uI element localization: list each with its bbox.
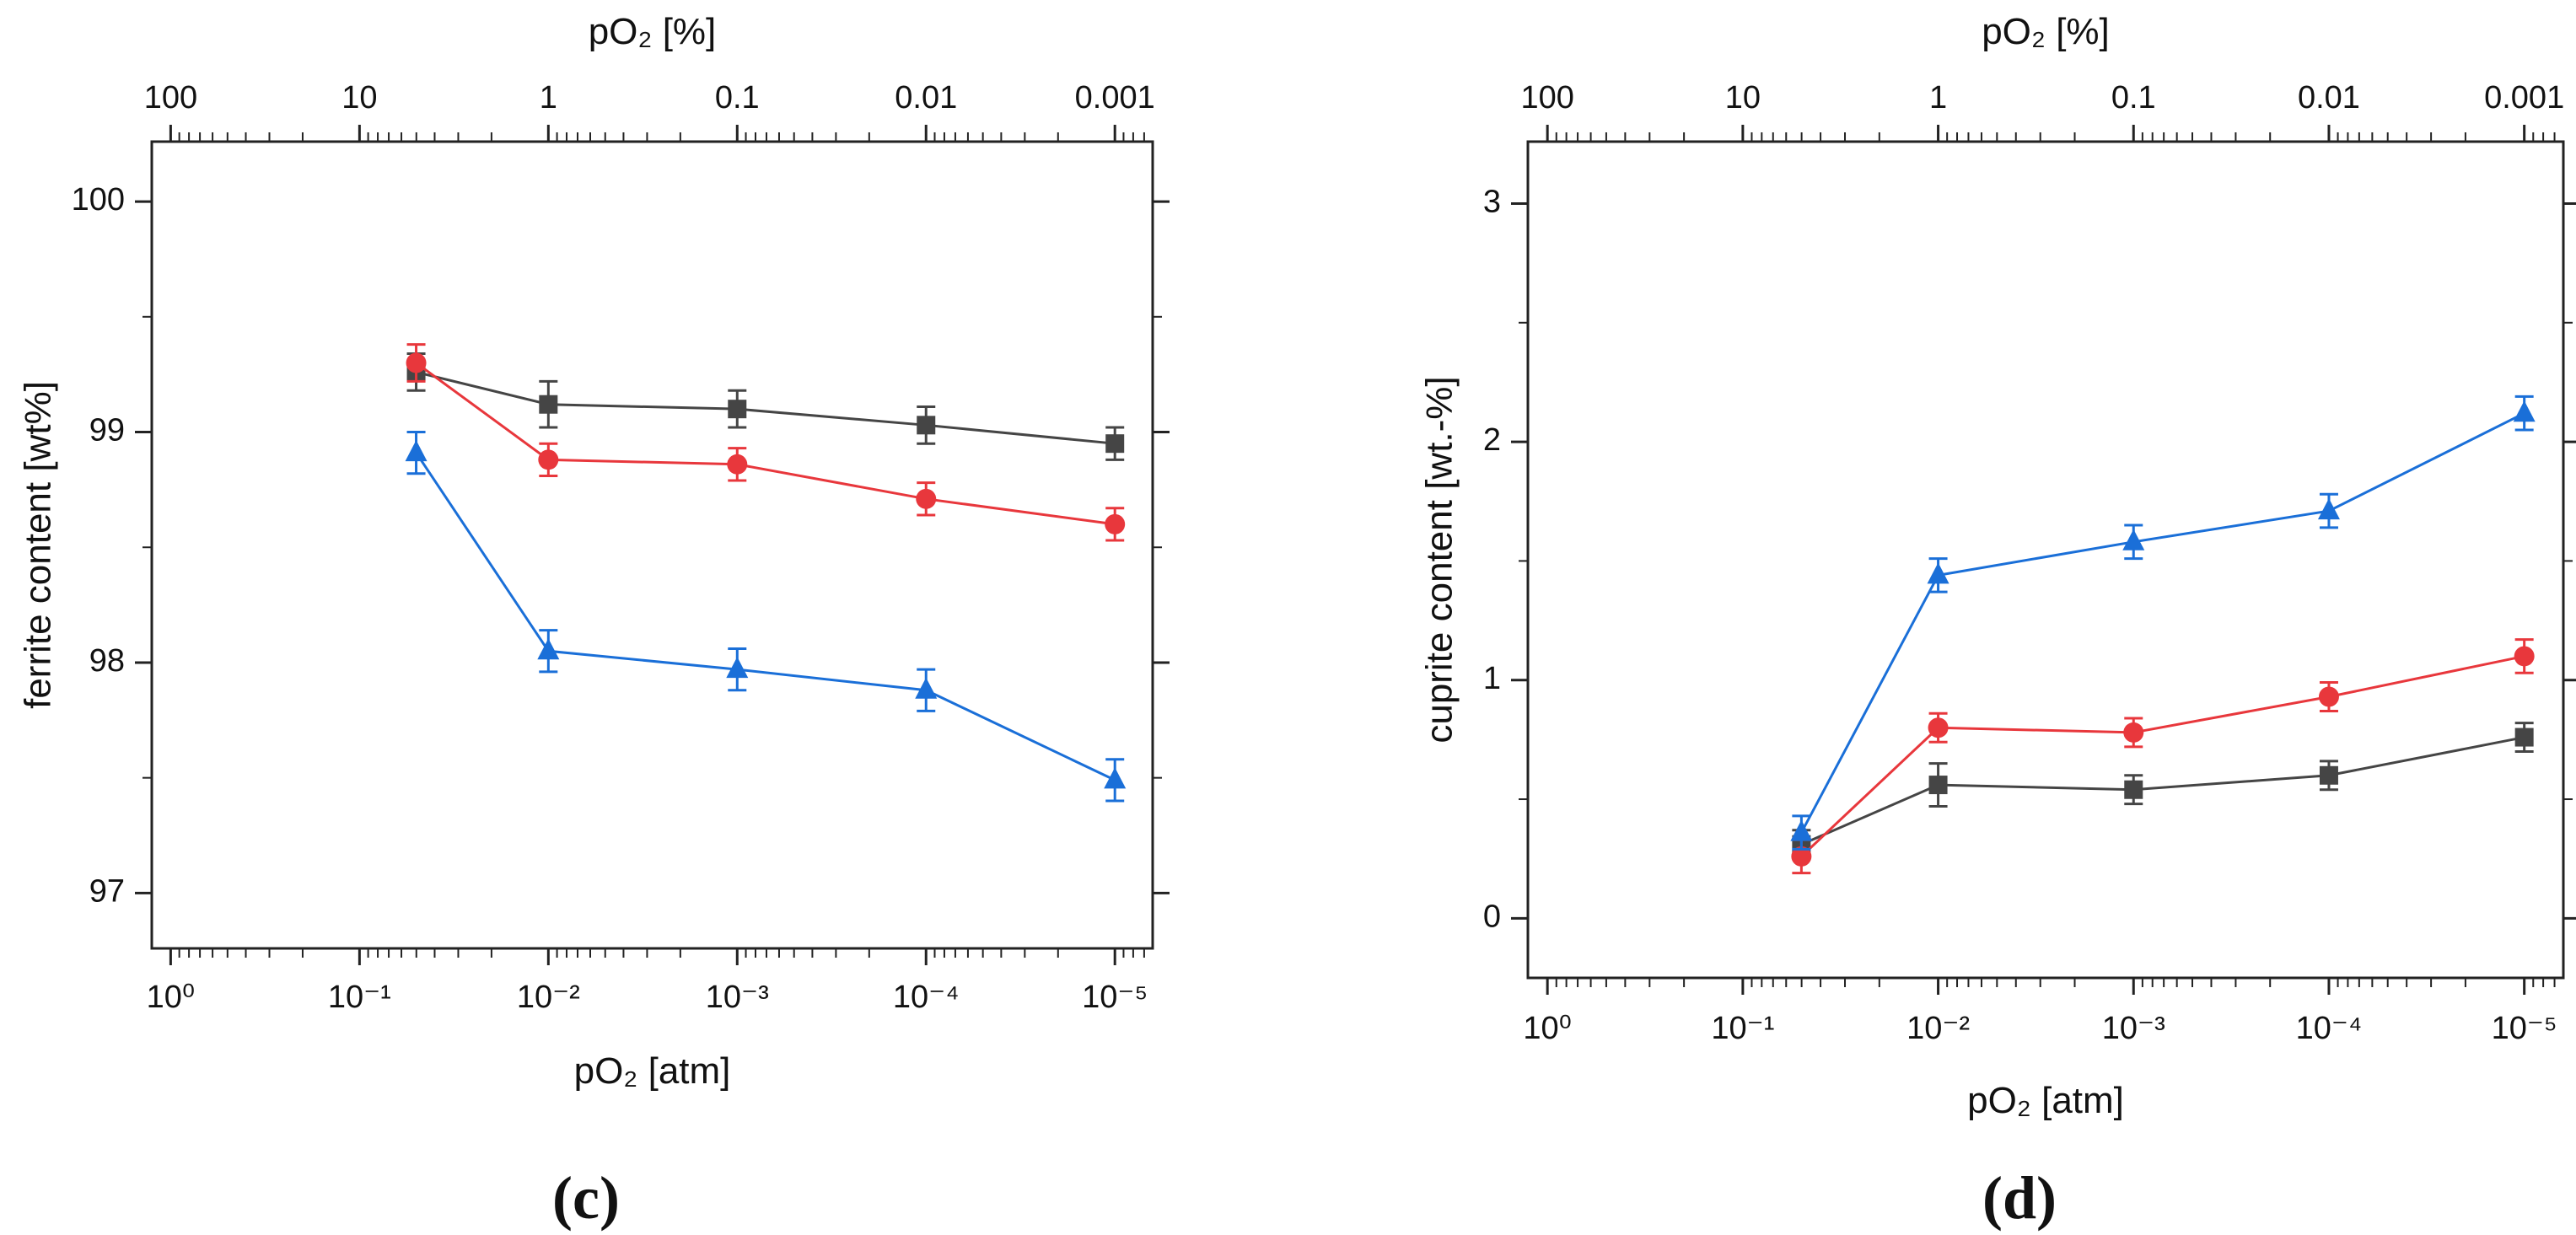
series-line <box>415 362 1116 526</box>
data-point-square <box>1928 776 1948 795</box>
top-axis-title: pO₂ [%] <box>589 11 717 52</box>
y-axis-title: ferrite content [wt%] <box>18 381 59 709</box>
data-point-circle <box>406 352 427 373</box>
x-tick-label: 10⁻³ <box>706 980 769 1015</box>
panel-label: (d) <box>1982 1164 2057 1232</box>
x-tick-label: 10⁻⁴ <box>893 980 960 1015</box>
data-point-triangle <box>915 677 938 699</box>
y-axis-title: cuprite content [wt.-%] <box>1419 376 1460 743</box>
data-point-square <box>2514 728 2534 747</box>
data-point-circle <box>1105 513 1126 534</box>
data-point-circle <box>916 488 937 509</box>
series-red-circle <box>406 343 1126 542</box>
data-point-triangle <box>537 638 560 660</box>
y-tick-label: 1 <box>1483 661 1501 696</box>
top-tick-label: 0.01 <box>895 80 957 115</box>
x-tick-label: 10⁻⁵ <box>1082 980 1148 1015</box>
data-point-square <box>728 400 747 419</box>
series-blue-triangle <box>1790 395 2536 851</box>
panel-label: (c) <box>552 1164 620 1232</box>
data-point-triangle <box>405 440 428 462</box>
data-point-circle <box>1791 846 1812 867</box>
top-tick-label: 100 <box>144 80 197 115</box>
data-point-triangle <box>2317 498 2340 520</box>
data-point-circle <box>2123 722 2144 743</box>
series-line <box>415 452 1116 781</box>
y-tick-label: 0 <box>1483 899 1501 934</box>
data-point-triangle <box>1927 562 1949 584</box>
x-tick-label: 10⁻⁴ <box>2296 1011 2363 1046</box>
x-tick-label: 10⁻⁵ <box>2492 1011 2557 1046</box>
x-tick-label: 10⁻¹ <box>1711 1011 1774 1046</box>
top-tick-label: 1 <box>1929 80 1947 115</box>
x-tick-label: 10⁻¹ <box>328 980 391 1015</box>
data-point-square <box>1105 434 1125 454</box>
x-axis-title: pO₂ [atm] <box>574 1050 731 1092</box>
data-point-circle <box>2514 646 2535 667</box>
series-black-square <box>1792 722 2534 861</box>
data-point-circle <box>2318 686 2339 707</box>
y-tick-label: 99 <box>89 413 125 448</box>
data-point-circle <box>727 454 748 475</box>
x-tick-label: 10⁻² <box>517 980 580 1015</box>
x-tick-label: 10⁰ <box>147 980 196 1015</box>
series-line <box>1800 654 2525 857</box>
x-tick-label: 10⁻² <box>1906 1011 1970 1046</box>
data-point-triangle <box>1790 819 1813 841</box>
top-tick-label: 100 <box>1520 80 1573 115</box>
series-blue-triangle <box>405 431 1127 803</box>
x-tick-label: 10⁰ <box>1523 1011 1572 1046</box>
x-axis-title: pO₂ [atm] <box>1967 1080 2124 1121</box>
x-tick-label: 10⁻³ <box>2102 1011 2165 1046</box>
data-point-square <box>917 416 936 435</box>
top-tick-label: 0.001 <box>1075 80 1155 115</box>
series-line <box>416 370 1116 445</box>
y-tick-label: 100 <box>72 182 125 217</box>
data-point-circle <box>538 449 559 470</box>
series-black-square <box>406 352 1125 461</box>
y-tick-label: 97 <box>89 873 125 909</box>
series-line <box>1800 411 2525 834</box>
top-tick-label: 0.1 <box>2111 80 2156 115</box>
top-tick-label: 0.001 <box>2484 80 2564 115</box>
data-point-triangle <box>1104 767 1127 789</box>
y-tick-label: 3 <box>1483 185 1501 220</box>
top-tick-label: 0.1 <box>715 80 760 115</box>
top-axis-title: pO₂ [%] <box>1982 11 2110 52</box>
data-point-triangle <box>726 657 749 679</box>
y-tick-label: 98 <box>89 643 125 679</box>
data-point-square <box>2124 780 2143 799</box>
data-point-circle <box>1928 717 1949 738</box>
top-tick-label: 10 <box>1725 80 1761 115</box>
series-red-circle <box>1791 638 2535 875</box>
data-point-square <box>2319 765 2338 785</box>
data-point-triangle <box>2122 529 2145 550</box>
top-tick-label: 10 <box>341 80 377 115</box>
data-point-square <box>539 395 558 414</box>
data-point-triangle <box>2513 400 2536 422</box>
top-tick-label: 1 <box>540 80 557 115</box>
plot-frame <box>150 140 1154 950</box>
top-tick-label: 0.01 <box>2298 80 2360 115</box>
y-tick-label: 2 <box>1483 422 1501 458</box>
plot-frame <box>1526 140 2565 980</box>
chart-panel-c: 10⁰ 10⁻¹ 10⁻² 10⁻³ 10⁻⁴ 10⁻⁵ 100 10 1 0.1 0.01 0.00… <box>18 11 1170 1232</box>
